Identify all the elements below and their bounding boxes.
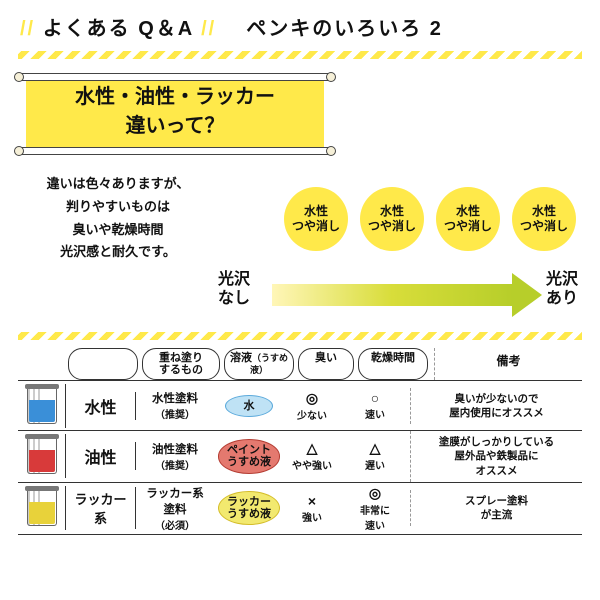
th-smell: 臭い — [298, 348, 354, 380]
row-overcoat: 油性塗料（推奨） — [136, 439, 214, 474]
table-row: 油性油性塗料（推奨）ペイント うすめ液△やや強い△遅い塗膜がしっかりしている 屋… — [18, 430, 582, 482]
gloss-arrow: 光沢なし 光沢あり — [18, 270, 582, 318]
header-right: ペンキのいろいろ 2 — [246, 18, 443, 40]
question-line2: 違いって？ — [40, 112, 310, 141]
row-solvent: ラッカー うすめ液 — [214, 489, 284, 527]
row-smell: ×強い — [284, 491, 340, 526]
table-row: ラッカー 系ラッカー系 塗料（必須）ラッカー うすめ液×強い◎非常に 速いスプレ… — [18, 482, 582, 535]
th-drytime: 乾燥時間 — [358, 348, 428, 380]
row-dry: ◎非常に 速い — [340, 483, 410, 534]
row-overcoat: ラッカー系 塗料（必須） — [136, 483, 214, 534]
header-left: よくある Q＆A — [43, 18, 194, 40]
row-solvent: ペイント うすめ液 — [214, 437, 284, 475]
row-name: ラッカー 系 — [66, 487, 136, 529]
table-row: 水性水性塗料（推奨）水◎少ない○速い臭いが少ないので 屋内使用にオススメ — [18, 380, 582, 430]
row-overcoat: 水性塗料（推奨） — [136, 388, 214, 423]
page-header: // よくある Q＆A // ペンキのいろいろ 2 — [0, 0, 600, 47]
type-circle: 水性つや消し — [512, 187, 576, 251]
row-note: スプレー塗料 が主流 — [410, 490, 582, 526]
question-scroll: 水性・油性・ラッカー 違いって？ — [20, 73, 330, 155]
question-line1: 水性・油性・ラッカー — [40, 83, 310, 112]
th-solvent: 溶液（うすめ液） — [224, 348, 294, 380]
table-header: 重ね塗り するもの 溶液（うすめ液） 臭い 乾燥時間 備考 — [18, 348, 582, 380]
row-smell: △やや強い — [284, 438, 340, 474]
row-name: 油性 — [66, 442, 136, 470]
row-solvent: 水 — [214, 393, 284, 419]
paint-jar-icon — [27, 388, 57, 424]
row-dry: △遅い — [340, 438, 410, 474]
type-circles: 水性つや消し水性つや消し水性つや消し水性つや消し — [218, 187, 582, 251]
type-circle: 水性つや消し — [360, 187, 424, 251]
th-note: 備考 — [434, 348, 582, 380]
row-name: 水性 — [66, 392, 136, 420]
paint-jar-icon — [27, 438, 57, 474]
gloss-yes: 光沢あり — [546, 270, 578, 308]
gloss-none: 光沢なし — [218, 270, 250, 308]
mid-section: 違いは色々ありますが、判りやすいものは 臭いや乾燥時間光沢感と耐久です。 水性つ… — [0, 165, 600, 270]
comparison-table: 重ね塗り するもの 溶液（うすめ液） 臭い 乾燥時間 備考 水性水性塗料（推奨）… — [18, 348, 582, 535]
th-overcoat: 重ね塗り するもの — [142, 348, 220, 380]
row-dry: ○速い — [340, 388, 410, 423]
explanation-text: 違いは色々ありますが、判りやすいものは 臭いや乾燥時間光沢感と耐久です。 — [18, 173, 218, 264]
row-smell: ◎少ない — [284, 388, 340, 424]
paint-jar-icon — [27, 490, 57, 526]
divider — [18, 51, 582, 59]
divider — [18, 332, 582, 340]
type-circle: 水性つや消し — [284, 187, 348, 251]
row-note: 臭いが少ないので 屋内使用にオススメ — [410, 388, 582, 424]
row-note: 塗膜がしっかりしている 屋外品や鉄製品に オススメ — [410, 431, 582, 482]
type-circle: 水性つや消し — [436, 187, 500, 251]
